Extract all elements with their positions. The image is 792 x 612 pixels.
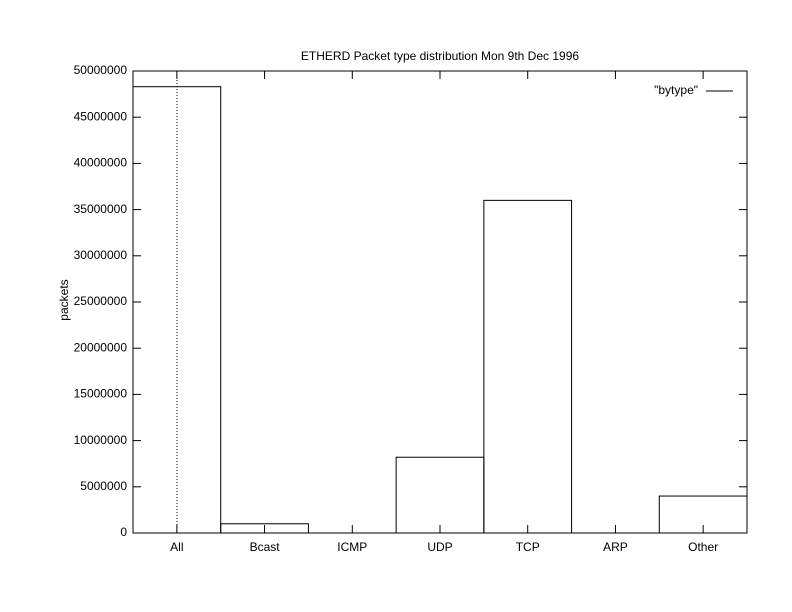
y-tick-label: 45000000 (74, 109, 128, 123)
plot-frame (132, 70, 748, 534)
x-tick-label: Bcast (250, 540, 281, 554)
y-tick-label: 0 (120, 525, 127, 539)
y-tick-label: 25000000 (74, 294, 128, 308)
y-tick-label: 15000000 (74, 387, 128, 401)
y-tick-label: 30000000 (74, 248, 128, 262)
x-tick-label: ICMP (337, 540, 367, 554)
y-tick-label: 40000000 (74, 156, 128, 170)
x-tick-label: All (170, 540, 183, 554)
y-tick-label: 5000000 (80, 479, 127, 493)
y-axis-label: packets (57, 279, 71, 320)
y-tick-label: 10000000 (74, 433, 128, 447)
legend-label: "bytype" (654, 83, 698, 97)
x-tick-label: UDP (427, 540, 452, 554)
x-tick-label: TCP (516, 540, 540, 554)
chart-title: ETHERD Packet type distribution Mon 9th … (301, 49, 579, 63)
x-tick-label: ARP (603, 540, 628, 554)
x-tick-label: Other (688, 540, 718, 554)
y-tick-label: 20000000 (74, 340, 128, 354)
y-tick-label: 50000000 (74, 63, 128, 77)
y-tick-label: 35000000 (74, 202, 128, 216)
